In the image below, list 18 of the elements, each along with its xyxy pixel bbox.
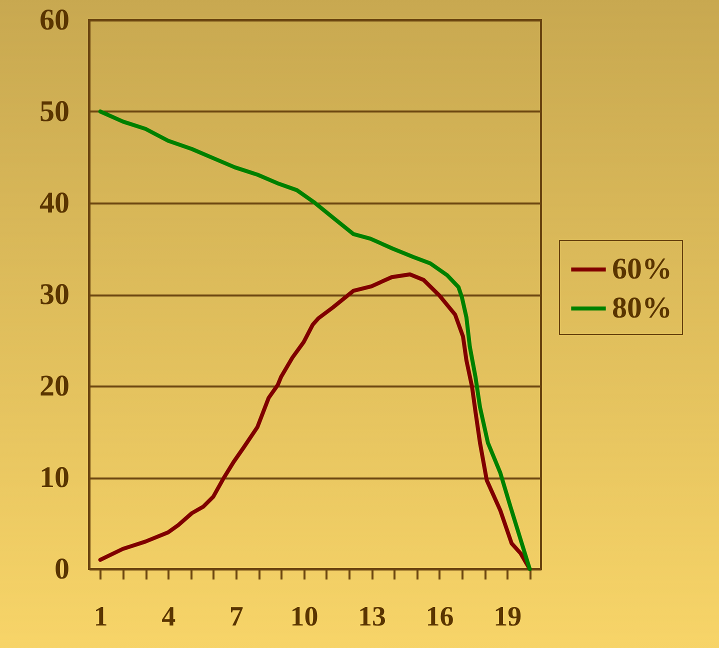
y-tick-label: 40 — [40, 186, 70, 220]
y-tick-label: 60 — [40, 4, 70, 36]
y-tick-label: 10 — [40, 461, 70, 494]
x-tick-label: 4 — [162, 602, 176, 632]
x-tick-label: 13 — [358, 602, 386, 632]
x-tick-label: 16 — [426, 602, 454, 632]
x-tick-label: 19 — [494, 602, 522, 632]
x-tick-label: 10 — [290, 602, 318, 632]
y-tick-label: 30 — [40, 278, 70, 311]
x-tick-label: 1 — [94, 602, 108, 632]
line-series — [98, 272, 532, 571]
legend-label: 80% — [612, 292, 672, 324]
x-tick-label: 7 — [229, 602, 244, 632]
y-tick-label: 0 — [54, 552, 70, 586]
y-tick-label: 50 — [40, 95, 70, 128]
legend-label: 60% — [612, 252, 672, 286]
y-tick-label: 20 — [40, 370, 70, 402]
line-series — [98, 110, 532, 571]
